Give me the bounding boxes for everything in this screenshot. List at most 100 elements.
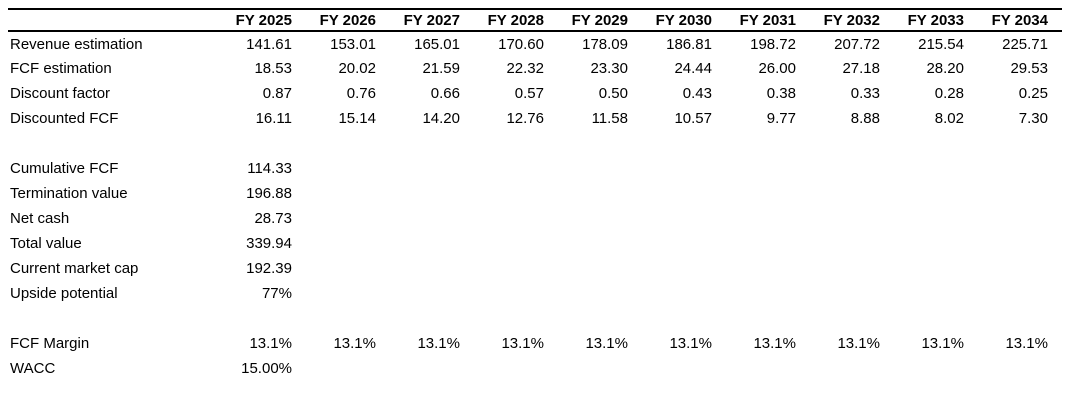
row-label: Net cash (10, 210, 70, 227)
value-cell (474, 356, 558, 381)
value-cell: 11.58 (591, 110, 628, 127)
value-cell (558, 306, 642, 331)
value-cell: 13.1% (753, 335, 796, 352)
year-header-fy-2034: FY 2034 (978, 8, 1062, 32)
value-cell (390, 231, 474, 256)
value-cell (390, 306, 474, 331)
row-label: Total value (10, 235, 82, 252)
value-cell: 29.53 (1010, 60, 1048, 77)
value-cell (894, 356, 978, 381)
value-cell (642, 181, 726, 206)
value-cell (810, 356, 894, 381)
value-cell (978, 356, 1062, 381)
value-cell (810, 131, 894, 156)
value-cell: 153.01 (330, 35, 376, 53)
table-row: Upside potential 77% (8, 281, 1062, 306)
value-cell: 0.25 (1018, 85, 1048, 102)
value-cell (978, 256, 1062, 281)
value-cell (978, 131, 1062, 156)
value-cell: 141.61 (246, 35, 292, 53)
value-cell (306, 181, 390, 206)
value-cell: 225.71 (1002, 35, 1048, 53)
header-row: FY 2025 FY 2026 FY 2027 FY 2028 FY 2029 FY 20… (8, 8, 1062, 32)
value-cell (642, 356, 726, 381)
value-cell: 13.1% (921, 335, 964, 352)
value-cell: 18.53 (254, 60, 292, 77)
row-label: Revenue estimation (10, 35, 143, 53)
value-cell: 28.73 (254, 210, 292, 227)
value-cell: 0.57 (514, 85, 544, 102)
value-cell (558, 131, 642, 156)
value-cell (642, 231, 726, 256)
value-cell (306, 256, 390, 281)
dcf-table: FY 2025 FY 2026 FY 2027 FY 2028 FY 2029 FY 20… (8, 8, 1062, 381)
value-cell: 207.72 (834, 35, 880, 53)
value-cell (894, 231, 978, 256)
value-cell (390, 281, 474, 306)
value-cell (726, 281, 810, 306)
value-cell: 21.59 (422, 60, 460, 77)
year-header-fy-2029: FY 2029 (558, 8, 642, 32)
value-cell (726, 206, 810, 231)
value-cell (642, 281, 726, 306)
value-cell (726, 131, 810, 156)
value-cell: 12.76 (506, 110, 544, 127)
value-cell (894, 281, 978, 306)
year-header-fy-2026: FY 2026 (306, 8, 390, 32)
value-cell: 178.09 (582, 35, 628, 53)
value-cell (978, 206, 1062, 231)
row-label: Upside potential (10, 285, 118, 302)
value-cell: 339.94 (246, 235, 292, 252)
value-cell: 13.1% (837, 335, 880, 352)
value-cell (894, 306, 978, 331)
value-cell (642, 256, 726, 281)
value-cell: 0.43 (682, 85, 712, 102)
value-cell: 13.1% (585, 335, 628, 352)
row-label: Termination value (10, 185, 128, 202)
value-cell (894, 131, 978, 156)
row-label (8, 131, 222, 156)
value-cell: 77% (261, 285, 292, 302)
value-cell (474, 206, 558, 231)
value-cell (558, 181, 642, 206)
value-cell: 215.54 (918, 35, 964, 53)
value-cell: 24.44 (674, 60, 712, 77)
value-cell (390, 256, 474, 281)
value-cell: 10.57 (674, 110, 712, 127)
value-cell (558, 156, 642, 181)
value-cell: 13.1% (333, 335, 376, 352)
table-row: FCF estimation 18.53 20.02 21.59 22.32 23.30 2… (8, 56, 1062, 81)
value-cell (810, 181, 894, 206)
value-cell (390, 131, 474, 156)
spacer-row (8, 131, 1062, 156)
value-cell (810, 256, 894, 281)
table-row: Termination value 196.88 (8, 181, 1062, 206)
value-cell: 114.33 (247, 160, 292, 177)
value-cell (474, 231, 558, 256)
value-cell (306, 156, 390, 181)
value-cell (810, 156, 894, 181)
value-cell (642, 306, 726, 331)
value-cell: 192.39 (246, 260, 292, 277)
table-row: Total value 339.94 (8, 231, 1062, 256)
value-cell: 13.1% (417, 335, 460, 352)
year-header-fy-2025: FY 2025 (222, 8, 306, 32)
value-cell: 165.01 (414, 35, 460, 53)
value-cell (726, 181, 810, 206)
value-cell (474, 131, 558, 156)
year-header-fy-2031: FY 2031 (726, 8, 810, 32)
value-cell (894, 206, 978, 231)
value-cell (222, 131, 306, 156)
table-row: Current market cap 192.39 (8, 256, 1062, 281)
value-cell: 8.88 (850, 110, 880, 127)
value-cell (558, 256, 642, 281)
value-cell: 27.18 (842, 60, 880, 77)
year-header-fy-2033: FY 2033 (894, 8, 978, 32)
value-cell (390, 206, 474, 231)
value-cell (306, 231, 390, 256)
value-cell (558, 206, 642, 231)
value-cell: 14.20 (422, 110, 460, 127)
value-cell (978, 181, 1062, 206)
value-cell (726, 306, 810, 331)
value-cell: 0.28 (934, 85, 964, 102)
